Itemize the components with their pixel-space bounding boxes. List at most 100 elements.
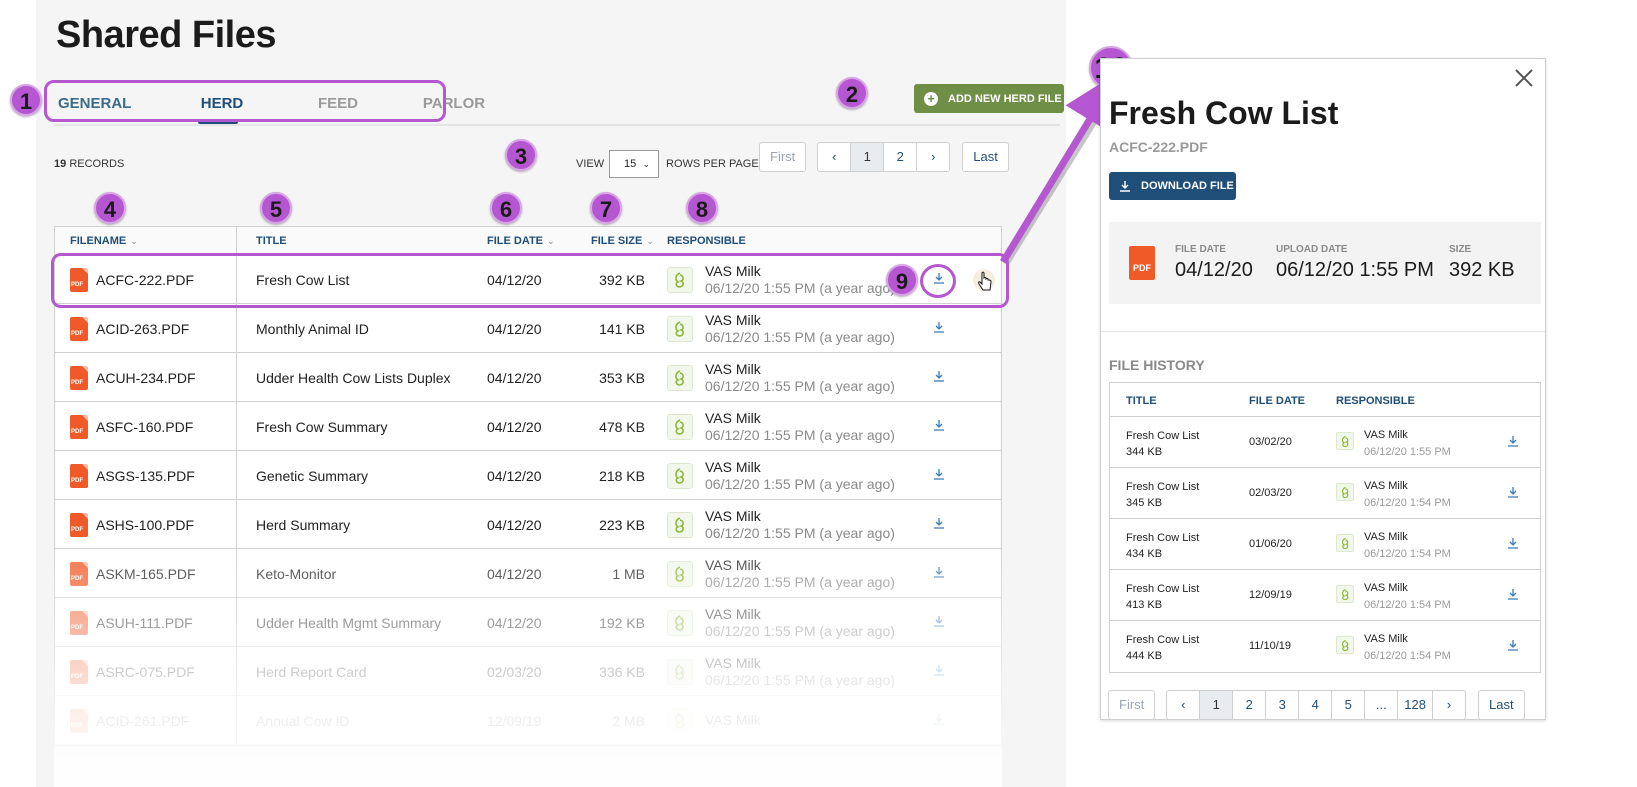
tab-general[interactable]: GENERAL [58, 95, 132, 112]
history-row[interactable]: Fresh Cow List 434 KB 01/06/20 VAS Milk 06/1… [1110, 519, 1540, 570]
history-responsible: VAS Milk 06/12/20 1:54 PM [1364, 580, 1451, 614]
pager-last[interactable]: Last [962, 142, 1009, 172]
history-title: Fresh Cow List [1126, 430, 1200, 442]
cell-title: Udder Health Cow Lists Duplex [256, 369, 451, 386]
column-divider [236, 227, 237, 747]
pager-prev[interactable]: ‹ [817, 142, 852, 172]
download-file-button[interactable]: DOWNLOAD FILE [1109, 172, 1236, 200]
download-icon[interactable] [1506, 485, 1520, 499]
history-file-date: 02/03/20 [1249, 487, 1292, 499]
cell-responsible: VAS Milk 06/12/20 1:55 PM (a year ago) [667, 353, 895, 402]
cell-filename: ACID-263.PDF [70, 304, 189, 353]
download-icon[interactable] [932, 271, 948, 287]
history-pager-ellipsis[interactable]: ... [1364, 690, 1399, 719]
download-icon[interactable] [932, 320, 948, 336]
history-pager-page-5[interactable]: 5 [1331, 690, 1366, 719]
pdf-file-icon [70, 512, 88, 537]
responsible-name: VAS Milk [705, 458, 761, 475]
table-row[interactable]: ACID-263.PDF Monthly Animal ID 04/12/20 141… [55, 304, 1001, 353]
cell-file-date: 04/12/20 [487, 418, 542, 435]
pager-page-1[interactable]: 1 [850, 142, 885, 172]
history-row[interactable]: Fresh Cow List 344 KB 03/02/20 VAS Milk 06/1… [1110, 417, 1540, 468]
tab-parlor[interactable]: PARLOR [422, 95, 486, 112]
tab-herd-label: HERD [200, 95, 244, 112]
meta-size-label: SIZE [1449, 244, 1472, 255]
responsible-name: VAS Milk [705, 262, 761, 279]
cell-responsible: VAS Milk 06/12/20 1:55 PM (a year ago) [667, 402, 895, 451]
panel-divider [1101, 331, 1545, 332]
responsible-time: 06/12/20 1:55 PM (a year ago) [705, 328, 895, 345]
header-filename[interactable]: FILENAME ⌄ [70, 235, 138, 247]
history-responsible-name: VAS Milk [1364, 633, 1408, 645]
filename-text: ACID-263.PDF [96, 320, 190, 337]
history-pager-page-2[interactable]: 2 [1232, 690, 1267, 719]
meta-file-date-value: 04/12/20 [1175, 259, 1253, 281]
annotation-4: 4 [94, 192, 126, 224]
history-row[interactable]: Fresh Cow List 444 KB 11/10/19 VAS Milk 06/1… [1110, 621, 1540, 672]
annotation-8: 8 [686, 192, 718, 224]
history-row[interactable]: Fresh Cow List 345 KB 02/03/20 VAS Milk 06/1… [1110, 468, 1540, 519]
history-pager-page-4[interactable]: 4 [1298, 690, 1333, 719]
history-pager-page-128[interactable]: 128 [1397, 690, 1433, 719]
download-icon[interactable] [932, 369, 948, 385]
pager-page-2[interactable]: 2 [883, 142, 918, 172]
leaf-logo-icon [1341, 435, 1348, 447]
cell-file-size: 478 KB [599, 418, 645, 435]
records-count: 19 RECORDS [54, 158, 124, 170]
tab-divider [54, 124, 1060, 126]
rows-per-page-select[interactable]: 15 ⌄ [609, 150, 659, 178]
history-pager-page-3[interactable]: 3 [1265, 690, 1300, 719]
table-row[interactable]: ASFC-160.PDF Fresh Cow Summary 04/12/20 478… [55, 402, 1001, 451]
download-icon[interactable] [932, 516, 948, 532]
filename-text: ACUH-234.PDF [96, 369, 196, 386]
download-icon[interactable] [1506, 434, 1520, 448]
pager-first[interactable]: First [759, 142, 807, 172]
records-label: RECORDS [69, 158, 125, 170]
history-pager-last[interactable]: Last [1477, 690, 1525, 719]
header-file-size[interactable]: FILE SIZE ⌄ [591, 235, 654, 247]
annotation-6: 6 [490, 192, 522, 224]
responsible-logo [1336, 534, 1354, 552]
download-icon[interactable] [1506, 638, 1520, 652]
responsible-logo [667, 315, 693, 342]
history-responsible: VAS Milk 06/12/20 1:55 PM [1364, 427, 1451, 461]
meta-file-date-label: FILE DATE [1175, 244, 1226, 255]
history-pager-next[interactable]: › [1431, 690, 1466, 719]
page-title: Shared Files [56, 14, 276, 56]
download-icon[interactable] [1506, 587, 1520, 601]
table-row[interactable]: ACFC-222.PDF Fresh Cow List 04/12/20 392 KB… [55, 255, 1001, 304]
download-icon[interactable] [932, 467, 948, 483]
history-pager-prev[interactable]: ‹ [1166, 690, 1201, 719]
pager-next[interactable]: › [916, 142, 951, 172]
add-new-herd-file-button[interactable]: + ADD NEW HERD FILE [914, 84, 1064, 113]
history-pager-page-1[interactable]: 1 [1199, 690, 1234, 719]
responsible-logo [1336, 636, 1354, 654]
history-file-date: 01/06/20 [1249, 538, 1292, 550]
tab-feed[interactable]: FEED [317, 95, 358, 112]
close-icon[interactable] [1513, 67, 1535, 89]
header-file-date[interactable]: FILE DATE ⌄ [487, 235, 555, 247]
chevron-down-icon: ⌄ [642, 159, 650, 169]
responsible-name: VAS Milk [705, 409, 761, 426]
meta-size-value: 392 KB [1449, 259, 1515, 281]
history-responsible: VAS Milk 06/12/20 1:54 PM [1364, 529, 1451, 563]
cell-file-size: 392 KB [599, 271, 645, 288]
cell-responsible: VAS Milk 06/12/20 1:55 PM (a year ago) [667, 451, 895, 500]
responsible-name: VAS Milk [705, 311, 761, 328]
history-responsible-time: 06/12/20 1:54 PM [1364, 497, 1451, 509]
pdf-file-icon [70, 463, 88, 488]
panel-filename: ACFC-222.PDF [1109, 139, 1208, 155]
leaf-logo-icon [675, 369, 684, 386]
history-title-cell: Fresh Cow List 434 KB [1126, 530, 1199, 562]
download-icon[interactable] [1506, 536, 1520, 550]
table-row[interactable]: ACUH-234.PDF Udder Health Cow Lists Duple… [55, 353, 1001, 402]
responsible-logo [667, 413, 693, 440]
download-icon[interactable] [932, 418, 948, 434]
history-pager-first[interactable]: First [1108, 690, 1156, 719]
history-row[interactable]: Fresh Cow List 413 KB 12/09/19 VAS Milk 06/1… [1110, 570, 1540, 621]
table-row[interactable]: ASGS-135.PDF Genetic Summary 04/12/20 218 K… [55, 451, 1001, 500]
history-file-date: 03/02/20 [1249, 436, 1292, 448]
tab-herd[interactable]: HERD [164, 86, 280, 126]
history-responsible-time: 06/12/20 1:54 PM [1364, 650, 1451, 662]
